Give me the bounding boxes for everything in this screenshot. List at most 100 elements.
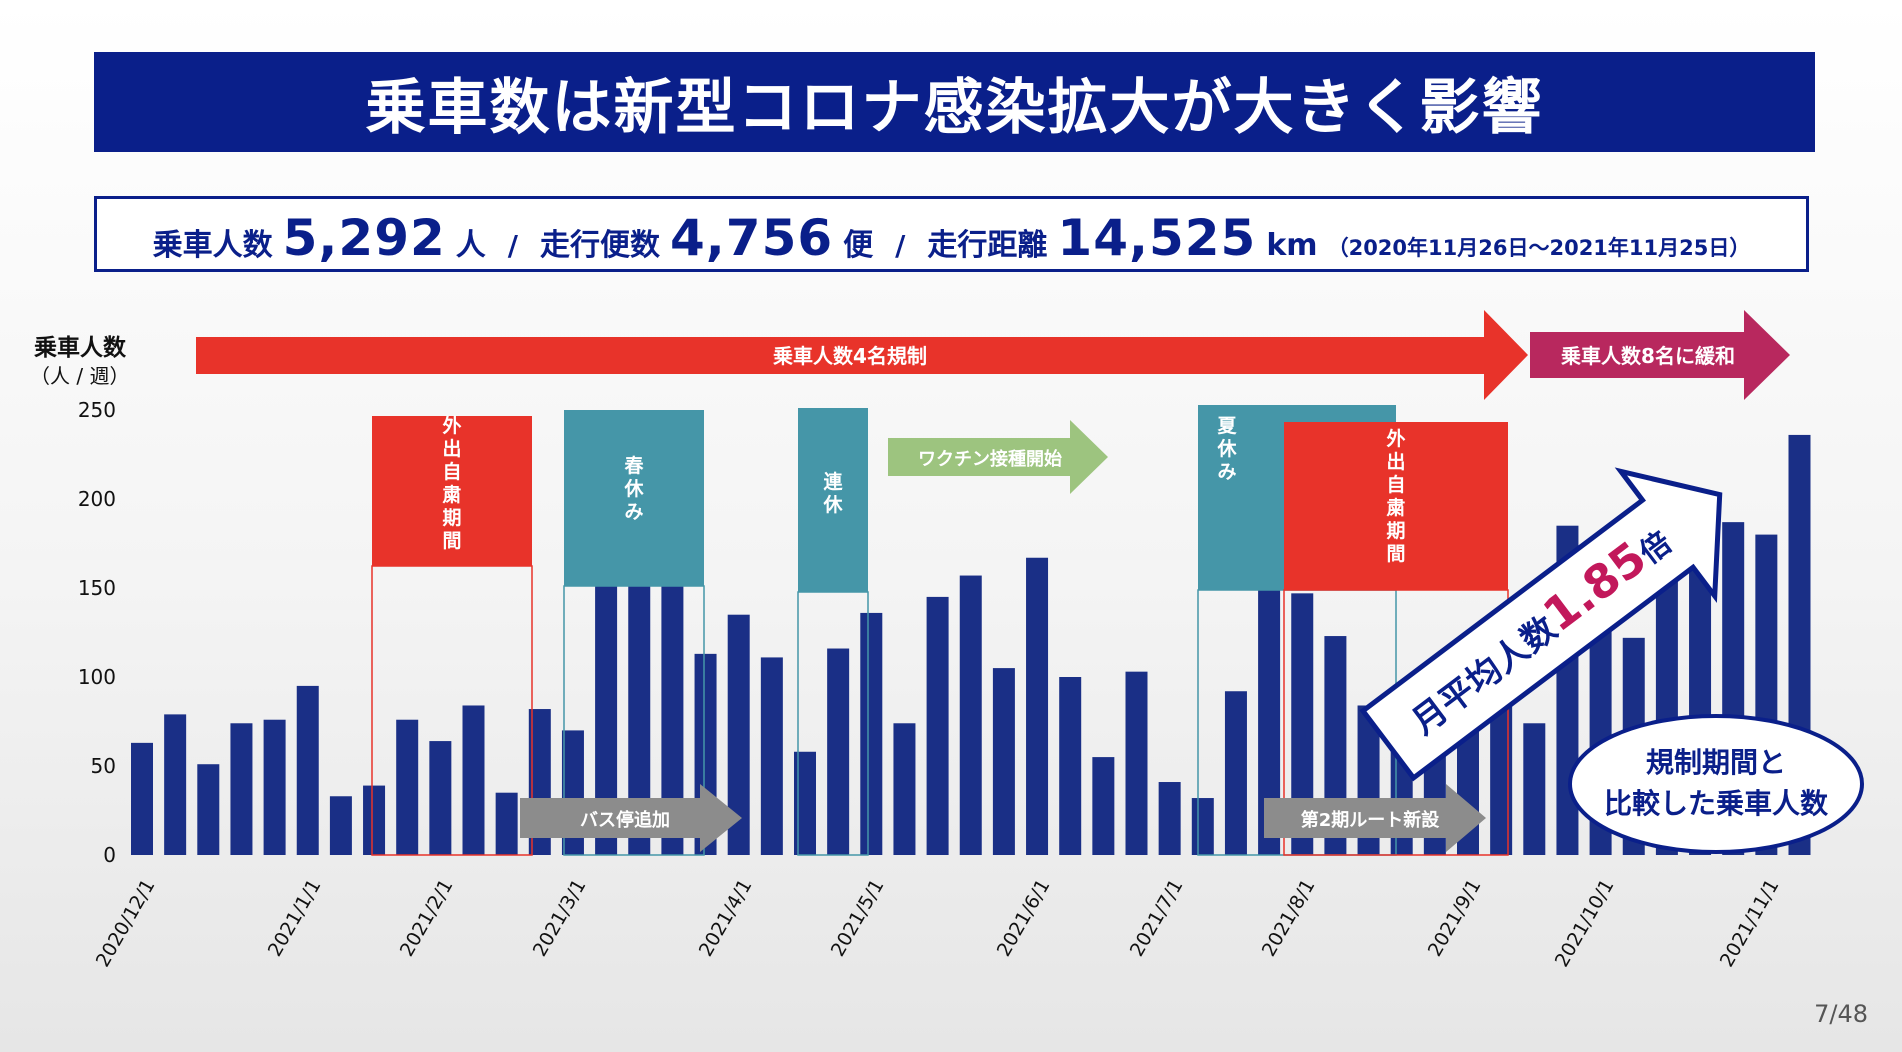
svg-text:出: 出 xyxy=(442,437,461,460)
y-tick-label: 50 xyxy=(90,754,116,778)
bar xyxy=(263,719,286,855)
bar xyxy=(396,719,419,855)
bar xyxy=(959,575,982,855)
riders-value: 5,292 xyxy=(282,209,446,267)
svg-text:み: み xyxy=(1217,461,1236,483)
bar xyxy=(1092,757,1115,855)
svg-text:春: 春 xyxy=(624,454,643,477)
period-box xyxy=(372,416,532,566)
bar xyxy=(429,741,452,855)
svg-text:休: 休 xyxy=(1216,438,1237,460)
regulation-arrow-phase2 xyxy=(1530,310,1790,400)
y-tick-label: 250 xyxy=(77,398,116,422)
regulation-label-phase1: 乗車人数4名規制 xyxy=(773,344,927,368)
bar xyxy=(1059,677,1082,855)
regulation-arrow-phase1 xyxy=(196,310,1528,400)
bar xyxy=(595,557,618,855)
bar xyxy=(1224,691,1247,855)
bar xyxy=(1125,671,1148,855)
bar xyxy=(1258,571,1281,855)
callout-bubble-line1: 規制期間と xyxy=(1646,746,1786,779)
page-title: 乗車数は新型コロナ感染拡大が大きく影響 xyxy=(365,72,1544,143)
period-label: 連休 xyxy=(822,470,843,516)
bar xyxy=(197,764,220,855)
period-box xyxy=(564,410,704,586)
bar xyxy=(131,742,153,855)
title-bar: 乗車数は新型コロナ感染拡大が大きく影響 xyxy=(94,52,1815,152)
y-tick-label: 200 xyxy=(77,487,116,511)
svg-text:自: 自 xyxy=(1386,473,1405,496)
bar xyxy=(1026,557,1049,855)
bar xyxy=(230,723,253,855)
distance-unit: km xyxy=(1266,228,1318,263)
svg-text:期: 期 xyxy=(442,507,461,529)
bar xyxy=(1158,782,1181,855)
event-label: 第2期ルート新設 xyxy=(1301,809,1441,831)
bar xyxy=(1291,593,1314,855)
regulation-label-phase2: 乗車人数8名に緩和 xyxy=(1561,344,1735,368)
bar xyxy=(495,792,518,855)
callout-bubble-line2: 比較した乗車人数 xyxy=(1604,787,1829,820)
bar xyxy=(827,648,850,855)
svg-text:休: 休 xyxy=(623,478,644,500)
event-label: ワクチン接種開始 xyxy=(918,448,1062,470)
event-arrow xyxy=(1264,784,1486,852)
svg-text:粛: 粛 xyxy=(1385,497,1405,519)
trips-unit: 便 xyxy=(843,228,874,263)
bar xyxy=(760,657,783,855)
period-label: 夏休み xyxy=(1216,415,1237,483)
bar xyxy=(363,785,386,855)
bar xyxy=(1191,798,1214,855)
svg-text:自: 自 xyxy=(442,460,461,483)
bar xyxy=(462,705,485,855)
svg-text:間: 間 xyxy=(442,530,461,552)
bar xyxy=(893,723,916,855)
bar xyxy=(926,596,949,855)
riders-unit: 人 xyxy=(455,228,486,263)
y-tick-label: 0 xyxy=(103,843,116,867)
period-box xyxy=(798,408,868,592)
bar xyxy=(992,668,1015,855)
y-axis-title: 乗車人数 xyxy=(34,335,126,361)
svg-text:粛: 粛 xyxy=(441,484,461,506)
y-tick-label: 150 xyxy=(77,576,116,600)
y-axis-unit: （人 / 週） xyxy=(30,364,130,388)
separator: / xyxy=(895,229,906,262)
distance-label: 走行距離 xyxy=(927,228,1048,263)
summary-stats: 乗車人数 5,292 人 / 走行便数 4,756 便 / 走行距離 14,52… xyxy=(94,196,1809,272)
bar xyxy=(661,555,684,855)
trips-value: 4,756 xyxy=(670,209,834,267)
bar xyxy=(164,714,187,855)
page-number: 7/48 xyxy=(1814,1000,1868,1028)
event-arrow xyxy=(520,784,742,852)
svg-text:期: 期 xyxy=(1386,520,1405,542)
svg-text:夏: 夏 xyxy=(1217,415,1237,437)
svg-text:外: 外 xyxy=(442,414,461,437)
period-label: 春休み xyxy=(623,454,644,523)
event-arrow xyxy=(888,420,1108,494)
bar xyxy=(1490,691,1513,855)
bar xyxy=(1523,723,1546,855)
event-label: バス停追加 xyxy=(580,809,670,831)
svg-text:連: 連 xyxy=(823,470,843,493)
bar xyxy=(727,614,750,855)
separator: / xyxy=(507,229,519,262)
bar xyxy=(329,796,352,855)
bar xyxy=(296,685,319,855)
svg-text:み: み xyxy=(624,501,643,523)
svg-text:間: 間 xyxy=(1386,543,1405,565)
svg-text:外: 外 xyxy=(1386,427,1405,450)
period-text: （2020年11月26日～2021年11月25日） xyxy=(1327,236,1751,260)
svg-text:出: 出 xyxy=(1386,450,1405,473)
callout-bubble xyxy=(1568,714,1864,854)
distance-value: 14,525 xyxy=(1057,209,1257,267)
svg-text:休: 休 xyxy=(822,494,843,516)
riders-label: 乗車人数 xyxy=(152,228,273,263)
bar xyxy=(794,751,816,855)
trips-label: 走行便数 xyxy=(540,228,661,263)
period-box xyxy=(1284,422,1508,590)
y-tick-label: 100 xyxy=(77,665,116,689)
